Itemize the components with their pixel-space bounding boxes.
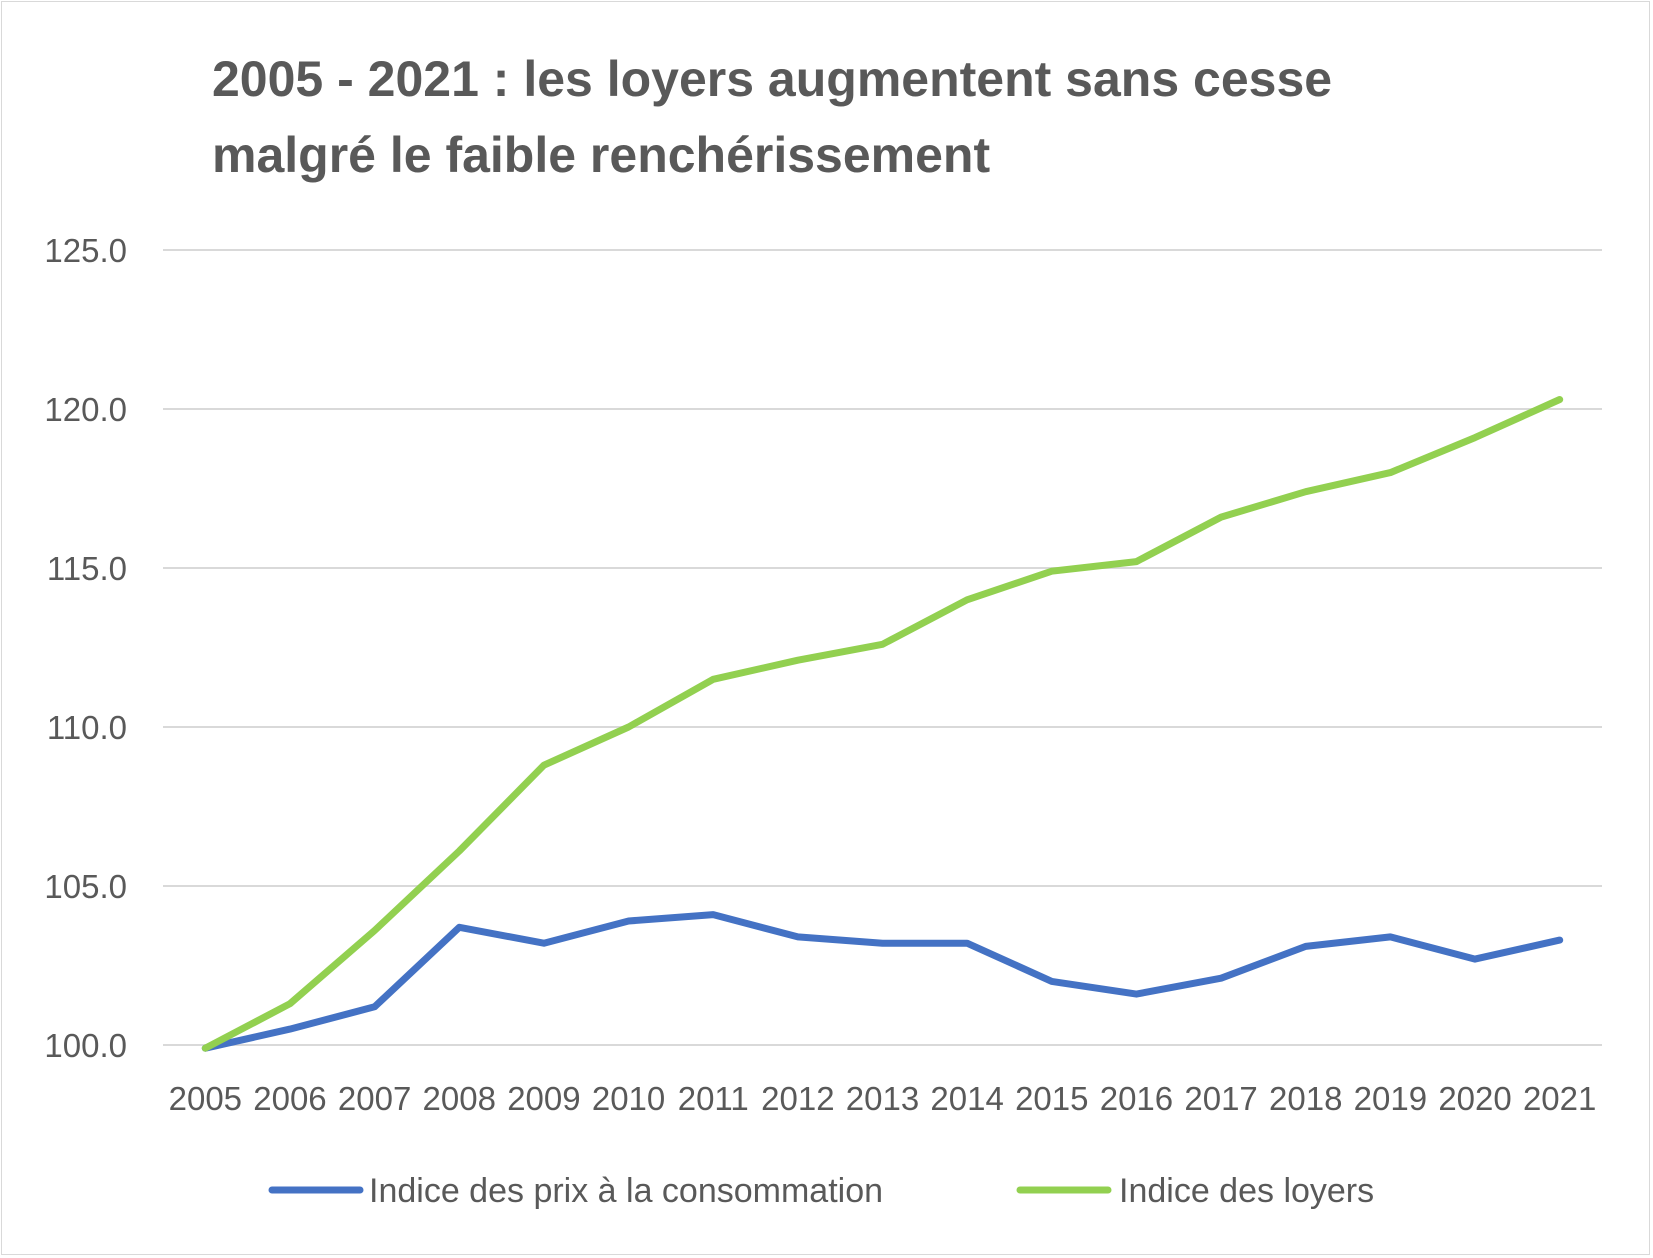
- series-group: [201, 396, 1564, 1052]
- x-tick-label: 2007: [338, 1080, 411, 1117]
- x-tick-label: 2017: [1184, 1080, 1257, 1117]
- x-tick-label: 2006: [253, 1080, 326, 1117]
- x-axis-ticks: 2005 2006 2007 2008 2009 2010 2011 2012 2013 2014…: [169, 1080, 1597, 1117]
- y-tick-label: 125.0: [44, 232, 127, 269]
- x-tick-label: 2016: [1100, 1080, 1173, 1117]
- gridlines: [163, 249, 1602, 1046]
- x-tick-label: 2018: [1269, 1080, 1342, 1117]
- chart-title-line-1: 2005 - 2021 : les loyers augmentent sans…: [212, 51, 1332, 107]
- series-line-1: [201, 911, 1564, 1052]
- x-tick-label: 2011: [678, 1080, 749, 1117]
- x-tick-label: 2010: [592, 1080, 665, 1117]
- legend-label: Indice des prix à la consommation: [369, 1172, 883, 1210]
- x-tick-label: 2021: [1523, 1080, 1596, 1117]
- y-axis-ticks: 100.0 105.0 110.0 115.0 120.0 125.0: [44, 232, 127, 1064]
- x-tick-label: 2012: [761, 1080, 834, 1117]
- x-tick-label: 2020: [1438, 1080, 1511, 1117]
- chart-title-line-2: malgré le faible renchérissement: [212, 127, 990, 183]
- legend-label: Indice des loyers: [1119, 1172, 1374, 1210]
- legend: Indice des prix à la consommation Indice …: [268, 1172, 1374, 1210]
- y-tick-label: 105.0: [44, 868, 127, 905]
- x-tick-label: 2013: [846, 1080, 919, 1117]
- y-tick-label: 120.0: [44, 391, 127, 428]
- x-tick-label: 2009: [507, 1080, 580, 1117]
- x-tick-label: 2015: [1015, 1080, 1088, 1117]
- x-tick-label: 2014: [930, 1080, 1003, 1117]
- y-tick-label: 100.0: [44, 1027, 127, 1064]
- series-line-2: [201, 396, 1564, 1052]
- y-tick-label: 115.0: [47, 550, 127, 587]
- y-tick-label: 110.0: [47, 709, 127, 746]
- x-tick-label: 2019: [1354, 1080, 1427, 1117]
- x-tick-label: 2008: [423, 1080, 496, 1117]
- x-tick-label: 2005: [169, 1080, 242, 1117]
